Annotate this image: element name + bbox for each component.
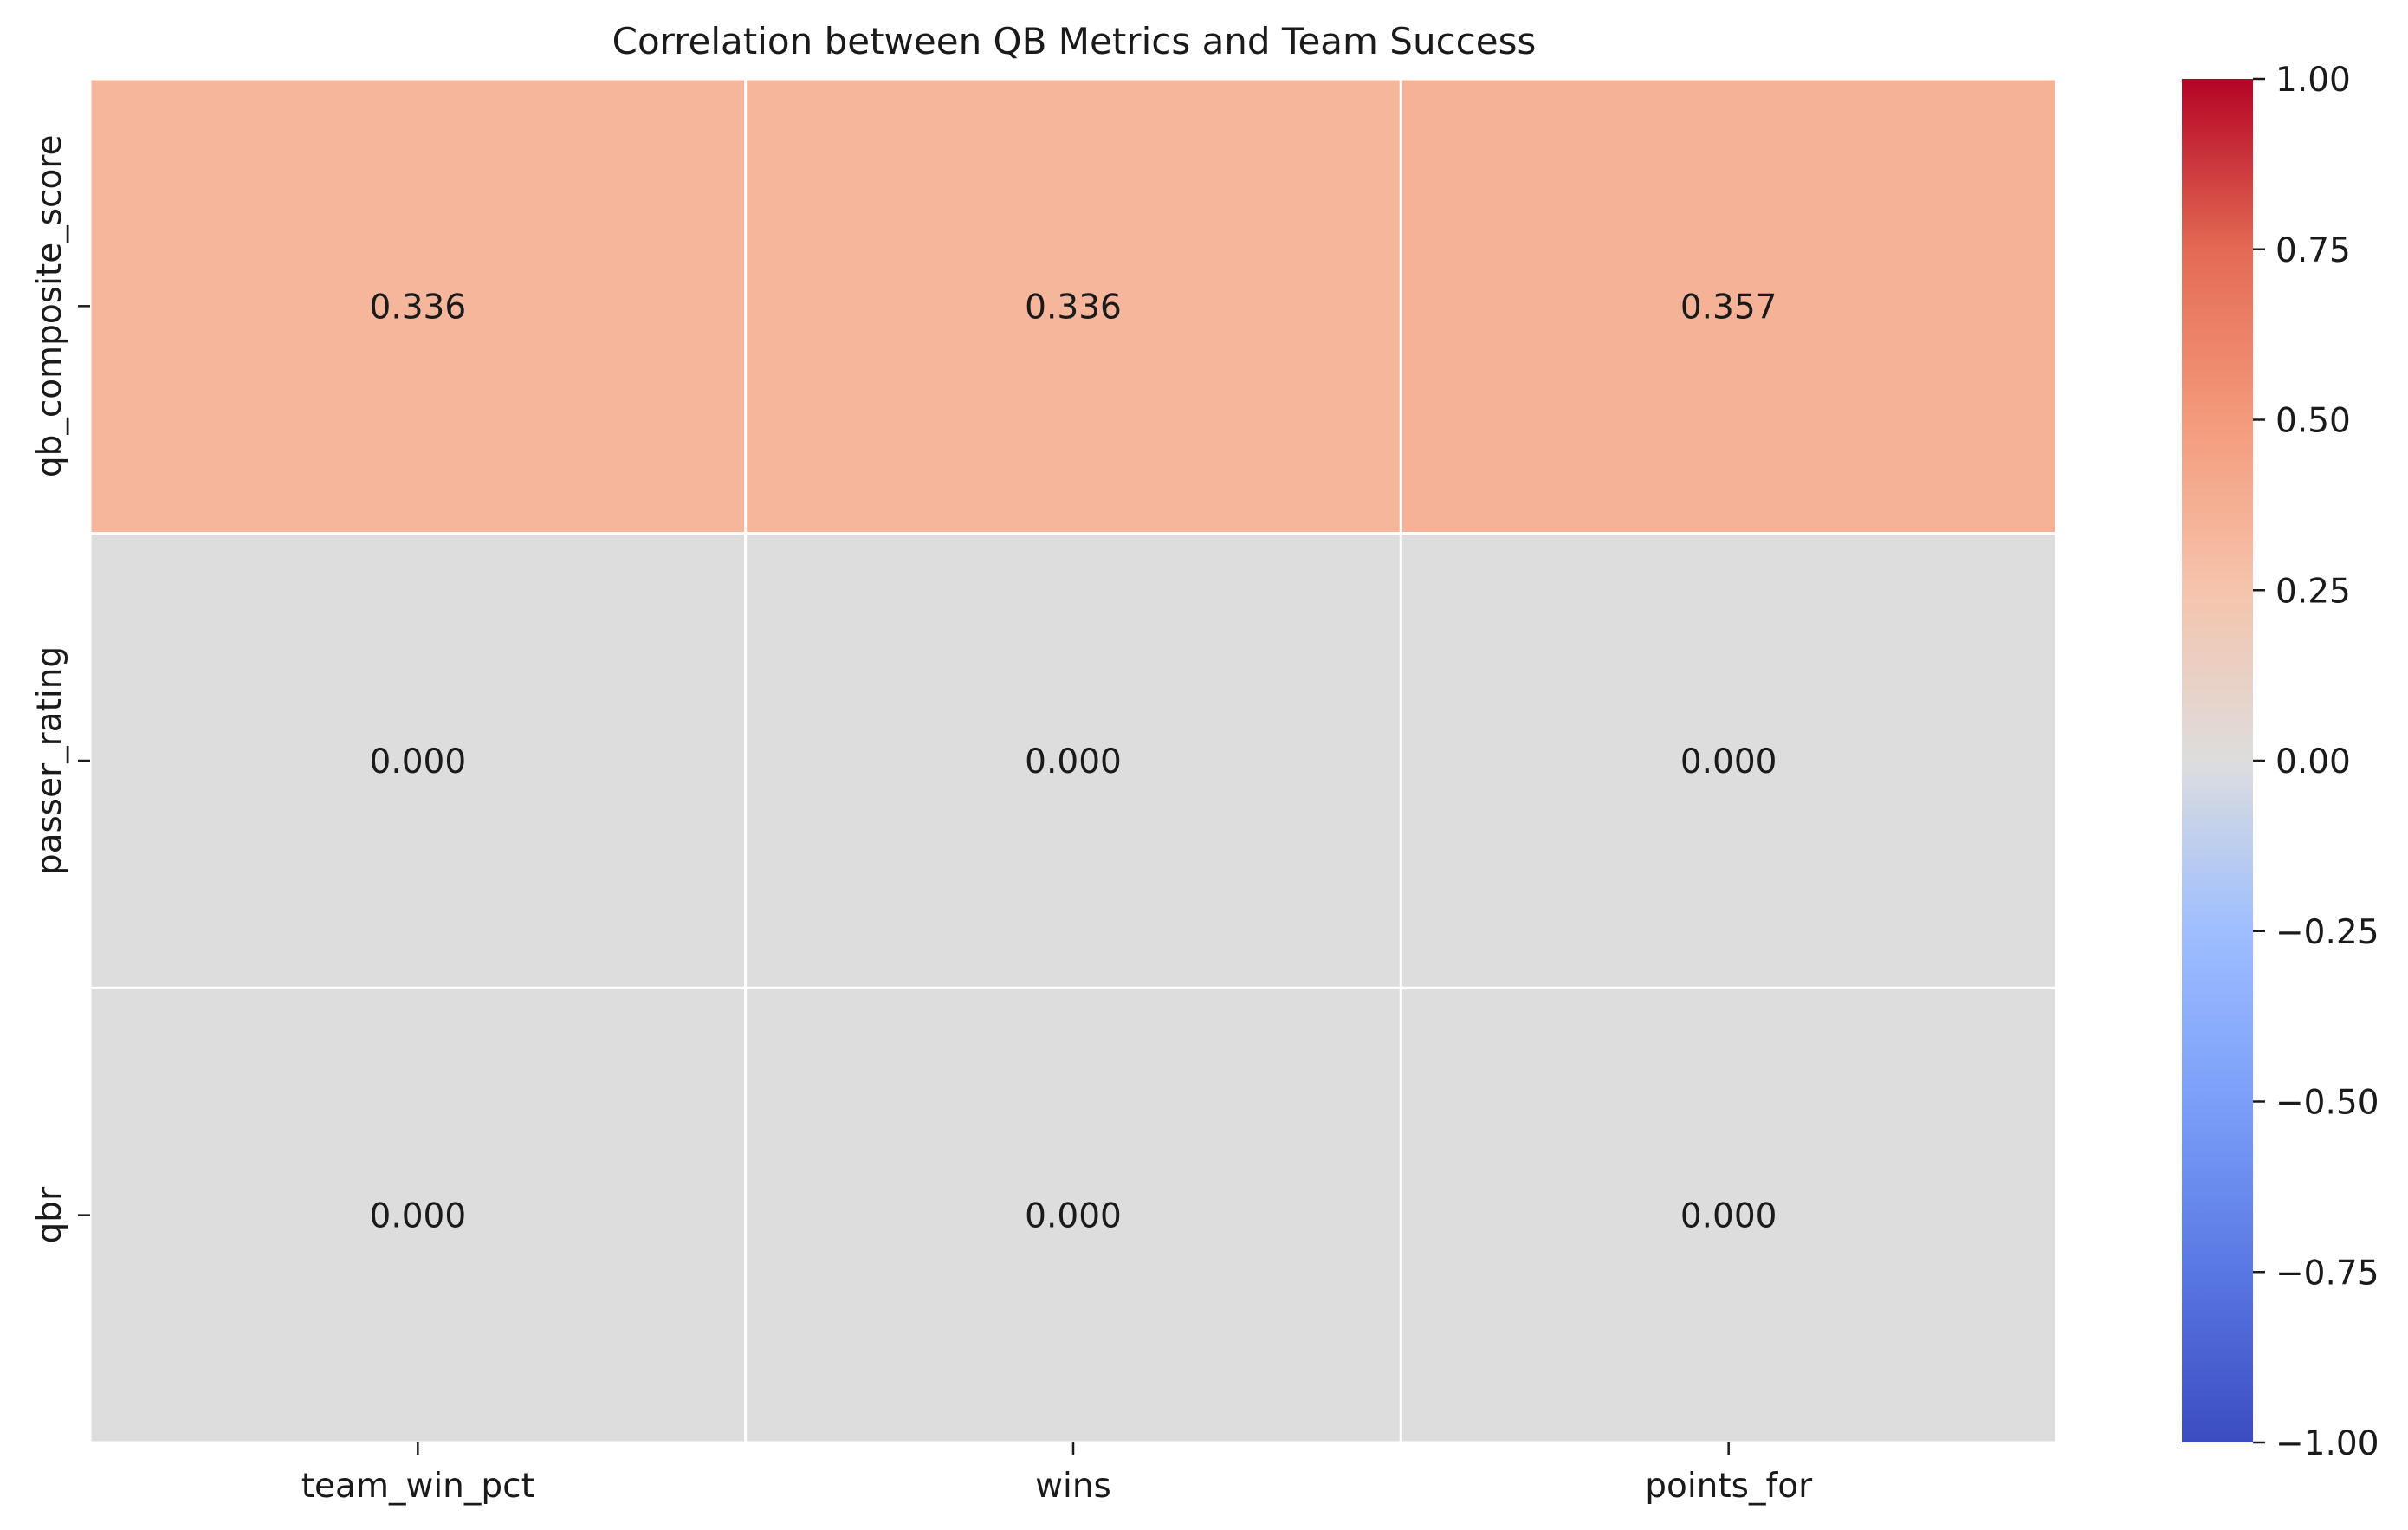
cell-value-label-qbr-points_for: 0.000 <box>1680 1197 1777 1236</box>
heatmap-cell-passer_rating-wins <box>744 532 1402 989</box>
cell-value-label-qb_composite_score-team_win_pct: 0.336 <box>370 288 467 327</box>
colorbar-ticks: 1.00 0.75 0.50 0.25 0.00 −0.25 −0.50 −0.75 −1.00 <box>2253 61 2379 1463</box>
heatmap-cell-qb_composite_score-team_win_pct <box>88 77 748 535</box>
colorbar-tick-label: −0.50 <box>2275 1084 2379 1123</box>
heatmap-cell-qb_composite_score-wins <box>744 77 1402 535</box>
cell-value-label-passer_rating-points_for: 0.000 <box>1680 742 1777 781</box>
x-tick-label-team_win_pct: team_win_pct <box>301 1467 534 1506</box>
y-tick-label-qbr: qbr <box>30 1186 69 1244</box>
chart-title: Correlation between QB Metrics and Team … <box>612 20 1537 62</box>
heatmap-cell-passer_rating-points_for <box>1399 532 2058 989</box>
colorbar-tick-label: 0.75 <box>2275 231 2351 270</box>
y-tick-label-passer_rating: passer_rating <box>30 646 69 875</box>
heatmap-cells <box>88 77 2058 1444</box>
colorbar-tick-label: 0.50 <box>2275 402 2351 441</box>
x-tick-label-points_for: points_for <box>1645 1467 1813 1506</box>
cell-value-label-qb_composite_score-points_for: 0.357 <box>1680 288 1777 327</box>
heatmap-cell-qbr-team_win_pct <box>88 986 748 1444</box>
cell-value-label-qbr-wins: 0.000 <box>1025 1197 1122 1236</box>
colorbar-tick-label: −1.00 <box>2275 1424 2379 1463</box>
x-tick-label-wins: wins <box>1035 1467 1111 1506</box>
y-tick-label-qb_composite_score: qb_composite_score <box>30 135 69 478</box>
colorbar <box>2182 79 2253 1442</box>
heatmap-cell-passer_rating-team_win_pct <box>88 532 748 989</box>
cell-value-label-qb_composite_score-wins: 0.336 <box>1025 288 1122 327</box>
x-axis: team_win_pct wins points_for <box>301 1442 1813 1506</box>
colorbar-tick-label: 0.00 <box>2275 742 2351 781</box>
heatmap-cell-qb_composite_score-points_for <box>1399 77 2058 535</box>
colorbar-tick-label: −0.25 <box>2275 913 2379 952</box>
colorbar-tick-label: 0.25 <box>2275 572 2351 611</box>
heatmap-cell-qbr-wins <box>744 986 1402 1444</box>
heatmap-value-labels: 0.336 0.336 0.357 0.000 0.000 0.000 0.000 0.000… <box>370 288 1777 1235</box>
cell-value-label-qbr-team_win_pct: 0.000 <box>370 1197 467 1236</box>
colorbar-gradient <box>2182 79 2253 1442</box>
colorbar-tick-label: −0.75 <box>2275 1254 2379 1293</box>
colorbar-tick-label: 1.00 <box>2275 61 2351 100</box>
cell-value-label-passer_rating-wins: 0.000 <box>1025 742 1122 781</box>
cell-value-label-passer_rating-team_win_pct: 0.000 <box>370 742 467 781</box>
